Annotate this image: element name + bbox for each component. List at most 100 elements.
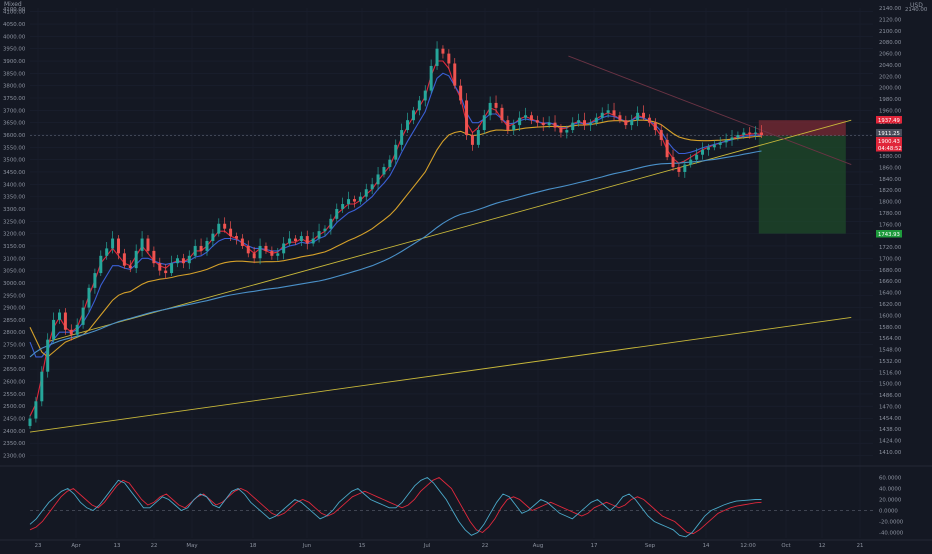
candle-body [40,371,44,402]
currency-label[interactable]: USD [910,2,923,9]
left-axis-tick: 3250.00 [3,219,26,225]
candle-body [736,134,740,138]
left-axis-tick: 2550.00 [3,392,26,398]
candle-body [529,115,533,121]
candle-body [81,307,85,325]
candle-body [158,263,162,271]
candle-body [512,125,516,131]
oscillator-tick: 40.0000 [879,487,902,493]
candle-body [246,245,250,254]
time-axis-tick: 12 [819,543,826,549]
candle-body [341,204,345,209]
candle-body [276,253,280,256]
candle-body [252,253,256,259]
candle-body [388,159,392,168]
candle-body [588,122,592,126]
moving-average-line [29,150,762,358]
right-axis-tick: 1820.00 [879,188,902,194]
right-axis-tick: 1564.00 [879,336,902,342]
right-axis-tick: 1548.00 [879,348,902,354]
oscillator-tick: -40.0000 [879,531,904,537]
candle-body [447,53,451,64]
oscillator-line [29,476,762,538]
oscillator-tick: -20.0000 [879,520,904,526]
candle-body [724,139,728,143]
candle-body [535,120,539,123]
left-axis-tick: 4000.00 [3,34,26,40]
right-axis-tick: 1980.00 [879,97,902,103]
left-price-axis[interactable]: 4100.00 4050.00 4000.00 3950.00 3900.00 3850.… [3,7,26,460]
moving-average-line [29,119,762,358]
candle-body [181,258,185,264]
time-axis[interactable]: 23 Apr 13 22 May 18 Jun 15 Jul 22 Aug 17 Sep 14 12:00 O… [35,543,864,549]
price-label-box [876,230,902,238]
right-axis-tick: 2080.00 [879,40,902,46]
time-axis-tick: 12:00 [740,543,756,549]
position-zones[interactable] [758,120,846,234]
candle-body [382,167,386,175]
candle-body [748,132,752,134]
candle-body [547,122,551,126]
time-axis-tick: 15 [359,543,366,549]
candle-body [199,245,203,251]
candle-body [494,102,498,108]
price-label-box [876,116,902,124]
candle-body [75,324,79,335]
time-axis-tick: 23 [35,543,42,549]
right-axis-top: 2140.00 [905,7,928,13]
candle-body [376,174,380,185]
moving-average-line [29,72,762,358]
candle-body [229,228,233,237]
left-axis-tick: 2300.00 [3,454,26,460]
left-axis-tick: 4050.00 [3,22,26,28]
candle-body [175,258,179,264]
candle-body [706,147,710,150]
candle-body [146,238,150,251]
candle-body [134,250,138,269]
left-axis-tick: 4100.00 [3,10,26,16]
time-axis-tick: 22 [482,543,489,549]
candle-body [577,120,581,123]
right-axis-tick: 1580.00 [879,325,902,331]
candle-body [647,117,651,123]
candle-body [500,107,504,121]
candle-body [712,144,716,148]
left-axis-tick: 3800.00 [3,84,26,90]
right-axis-tick: 1960.00 [879,108,902,114]
candle-body [671,157,675,168]
left-axis-tick: 2650.00 [3,367,26,373]
oscillator-panel[interactable]: 60.0000 40.0000 20.0000 0.0000 -20.0000 -40.0… [29,476,904,538]
candle-body [612,110,616,116]
left-axis-tick: 3150.00 [3,244,26,250]
candle-body [205,241,209,251]
right-axis-tick: 2120.00 [879,17,902,23]
candle-body [506,120,510,131]
oscillator-tick: 20.0000 [879,498,902,504]
candle-body [63,312,67,330]
left-axis-tick: 3400.00 [3,182,26,188]
candle-body [223,223,227,229]
candle-body [441,48,445,54]
candle-body [541,122,545,126]
candle-body [170,263,174,274]
price-series[interactable] [28,41,764,429]
candle-body [299,236,303,242]
price-label: 1900.43 [878,139,900,145]
candle-body [193,245,197,256]
right-axis-tick: 2020.00 [879,74,902,80]
candle-body [642,112,646,118]
candle-body [677,167,681,172]
left-axis-tick: 3200.00 [3,232,26,238]
left-axis-tick: 2400.00 [3,429,26,435]
time-axis-tick: Jun [302,543,311,549]
left-axis-tick: 3650.00 [3,121,26,127]
left-axis-tick: 2950.00 [3,293,26,299]
left-axis-tick: 3950.00 [3,47,26,53]
time-axis-tick: 21 [857,543,864,549]
right-axis-tick: 1660.00 [879,279,902,285]
oscillator-line [29,476,762,535]
candle-body [270,250,274,256]
